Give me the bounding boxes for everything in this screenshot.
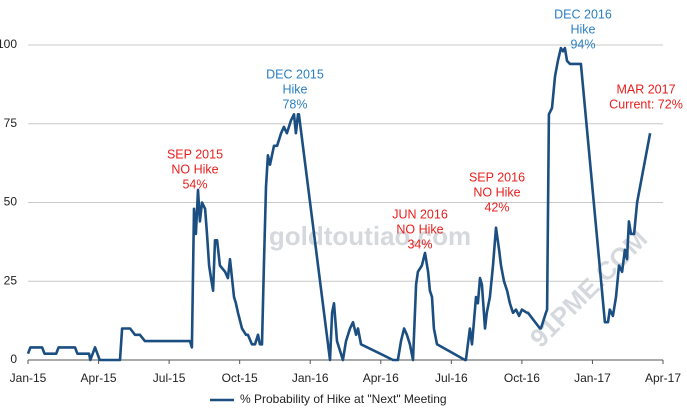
annotation: 78% xyxy=(282,97,307,111)
y-tick-label: 75 xyxy=(4,116,18,130)
annotation: 54% xyxy=(182,177,207,191)
annotation: Hike xyxy=(282,82,307,96)
legend-label: % Probability of Hike at "Next" Meeting xyxy=(240,392,447,406)
x-tick-label: Jul-16 xyxy=(435,371,468,385)
annotation: NO Hike xyxy=(473,185,520,199)
watermark: goldtoutiao.com xyxy=(269,221,471,251)
annotation: DEC 2015 xyxy=(266,67,324,81)
annotation: NO Hike xyxy=(396,222,443,236)
annotation: Hike xyxy=(570,22,595,36)
x-tick-label: Oct-16 xyxy=(504,371,540,385)
x-tick-label: Jul-15 xyxy=(153,371,186,385)
annotation: JUN 2016 xyxy=(392,207,448,221)
annotation: SEP 2016 xyxy=(469,170,525,184)
series-line xyxy=(26,46,652,362)
y-tick-label: 25 xyxy=(4,273,18,287)
y-tick-label: 100 xyxy=(0,37,17,51)
y-tick-label: 50 xyxy=(4,195,18,209)
x-tick-label: Oct-15 xyxy=(222,371,258,385)
x-tick-label: Apr-15 xyxy=(81,371,117,385)
annotation: 94% xyxy=(570,37,595,51)
annotation: 34% xyxy=(407,237,432,251)
x-tick-label: Jan-16 xyxy=(292,371,329,385)
x-tick-label: Apr-17 xyxy=(645,371,681,385)
x-tick-label: Jan-17 xyxy=(574,371,611,385)
annotation: 42% xyxy=(484,200,509,214)
annotation: DEC 2016 xyxy=(554,7,612,21)
annotation: MAR 2017 xyxy=(616,82,675,96)
annotation: NO Hike xyxy=(171,162,218,176)
annotation: Current: 72% xyxy=(609,97,683,111)
annotation: SEP 2015 xyxy=(167,147,223,161)
x-tick-label: Apr-16 xyxy=(363,371,399,385)
y-tick-label: 0 xyxy=(10,352,17,366)
x-tick-label: Jan-15 xyxy=(10,371,47,385)
